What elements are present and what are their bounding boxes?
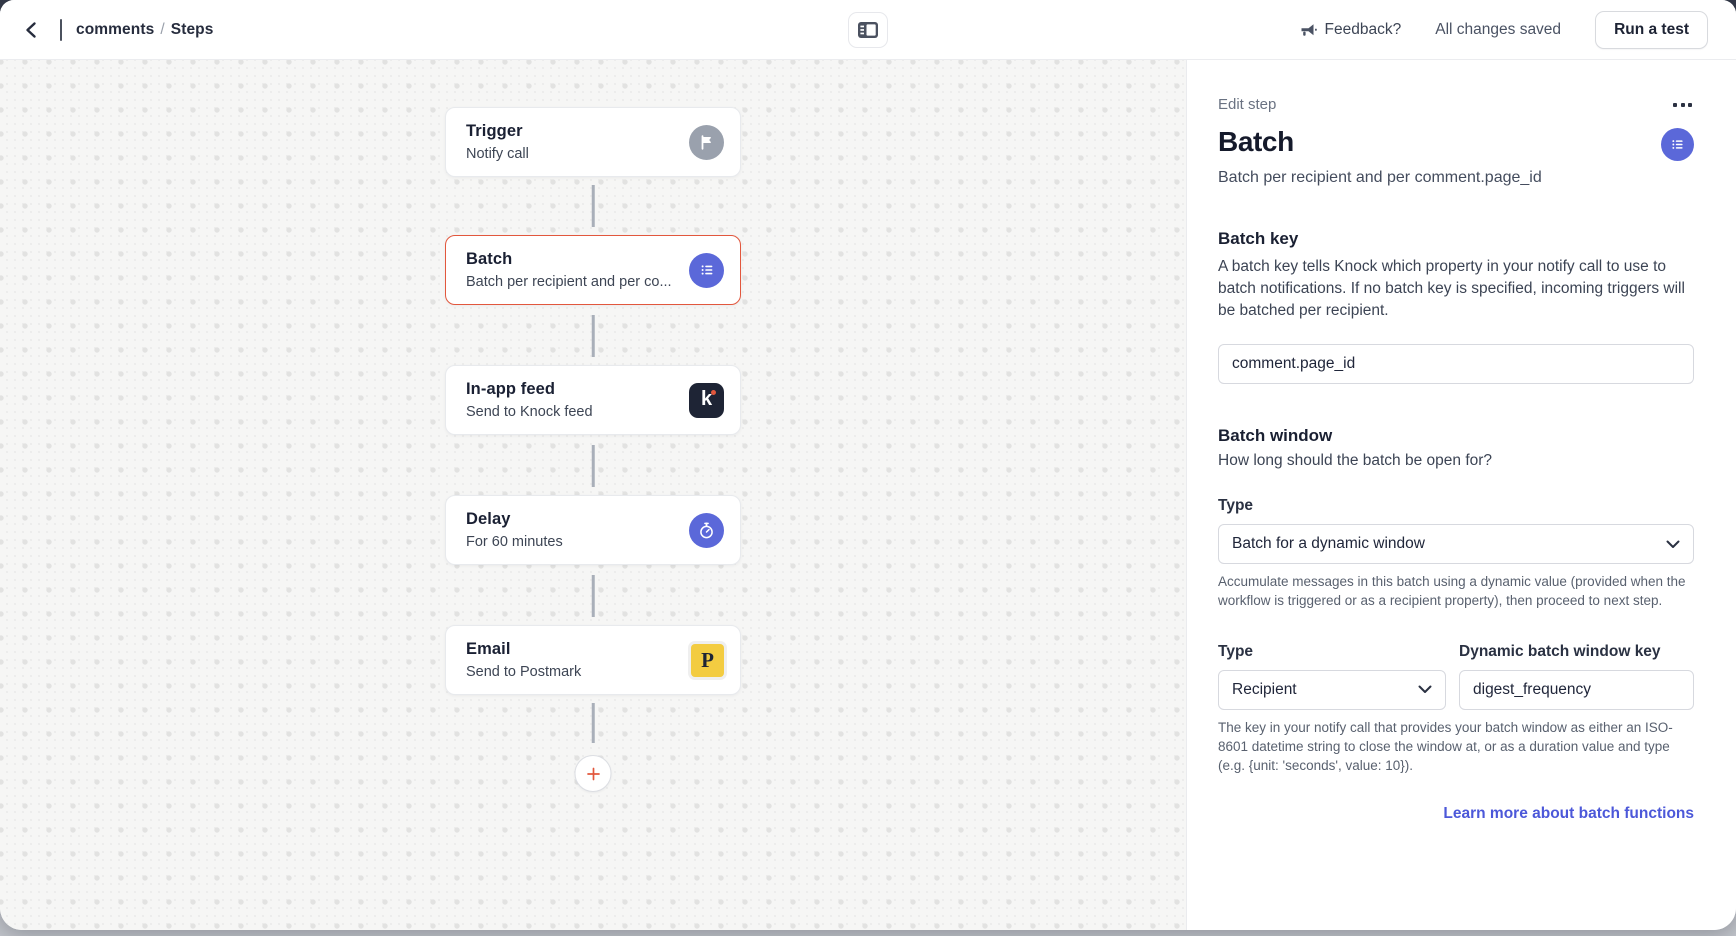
learn-more-link[interactable]: Learn more about batch functions xyxy=(1443,805,1694,823)
main-content: Trigger Notify call Batch Batch per reci… xyxy=(0,60,1736,930)
stopwatch-icon xyxy=(689,512,724,548)
panel-eyebrow: Edit step xyxy=(1218,96,1277,113)
knock-letter: k xyxy=(700,387,713,410)
feedback-link[interactable]: Feedback? xyxy=(1300,20,1402,39)
sidebar-toggle-button[interactable] xyxy=(848,11,888,48)
divider xyxy=(60,18,62,41)
window-type-label: Type xyxy=(1218,497,1254,514)
batch-window-question: How long should the batch be open for? xyxy=(1218,452,1493,469)
step-subtitle: Send to Postmark xyxy=(466,664,582,680)
batch-list-icon xyxy=(689,252,724,288)
batch-list-icon[interactable] xyxy=(1661,128,1694,161)
step-subtitle: Notify call xyxy=(466,146,529,162)
dynamic-window-row: Type Recipient Dynamic batch window key xyxy=(1218,643,1694,710)
more-options-button[interactable] xyxy=(1671,97,1694,113)
window-key-label: Dynamic batch window key xyxy=(1459,642,1661,660)
run-test-button[interactable]: Run a test xyxy=(1595,10,1708,49)
step-connector xyxy=(591,185,595,227)
breadcrumb-page: Steps xyxy=(170,20,214,38)
megaphone-icon xyxy=(1301,23,1317,36)
batch-window-heading: Batch window xyxy=(1218,426,1333,445)
step-text: Email Send to Postmark xyxy=(466,640,691,680)
chevron-down-icon xyxy=(1418,685,1432,694)
step-connector xyxy=(591,445,595,487)
topbar: comments / Steps Fee xyxy=(0,0,1736,60)
panel-subtitle: Batch per recipient and per comment.page… xyxy=(1218,169,1542,186)
postmark-letter: P xyxy=(701,647,714,672)
source-type-select[interactable]: Recipient xyxy=(1218,669,1446,710)
window-key-column: Dynamic batch window key xyxy=(1459,643,1694,710)
chevron-left-icon xyxy=(26,21,36,38)
step-card-batch[interactable]: Batch Batch per recipient and per co... xyxy=(445,235,741,305)
window-type-select[interactable]: Batch for a dynamic window xyxy=(1218,524,1694,564)
knock-dot xyxy=(711,389,716,395)
batch-key-input[interactable] xyxy=(1218,344,1694,384)
breadcrumb-separator: / xyxy=(160,20,165,38)
source-type-value: Recipient xyxy=(1232,680,1297,698)
step-card-email[interactable]: Email Send to Postmark P xyxy=(445,625,741,695)
topbar-left: comments / Steps xyxy=(18,16,213,44)
panel-header: Edit step xyxy=(1218,96,1694,113)
step-text: Delay For 60 minutes xyxy=(466,510,689,550)
plus-icon xyxy=(586,767,600,780)
step-title: Delay xyxy=(466,510,511,528)
step-connector xyxy=(591,703,595,743)
step-card-in-app-feed[interactable]: In-app feed Send to Knock feed k xyxy=(445,365,741,435)
panel-title-row: Batch xyxy=(1218,126,1694,161)
batch-key-description: A batch key tells Knock which property i… xyxy=(1218,258,1685,319)
step-title: Trigger xyxy=(466,122,523,140)
panel-title: Batch xyxy=(1218,126,1294,157)
topbar-right: Feedback? All changes saved Run a test xyxy=(1300,10,1708,49)
step-card-trigger[interactable]: Trigger Notify call xyxy=(445,107,741,177)
source-type-column: Type Recipient xyxy=(1218,643,1446,710)
step-subtitle: For 60 minutes xyxy=(466,534,563,550)
source-type-label: Type xyxy=(1218,642,1254,660)
knock-logo-icon: k xyxy=(689,382,724,418)
batch-key-heading: Batch key xyxy=(1218,229,1299,248)
breadcrumb[interactable]: comments / Steps xyxy=(76,21,213,39)
breadcrumb-workflow[interactable]: comments xyxy=(76,20,155,38)
step-connector xyxy=(591,315,595,357)
window-type-value: Batch for a dynamic window xyxy=(1232,535,1425,552)
step-text: In-app feed Send to Knock feed xyxy=(466,380,689,420)
layout-panel-icon xyxy=(858,21,878,38)
step-subtitle: Send to Knock feed xyxy=(466,404,593,420)
topbar-center xyxy=(848,11,888,48)
window-key-help: The key in your notify call that provide… xyxy=(1218,719,1673,773)
step-title: In-app feed xyxy=(466,380,556,398)
chevron-down-icon xyxy=(1666,540,1680,548)
step-card-delay[interactable]: Delay For 60 minutes xyxy=(445,495,741,565)
step-connector xyxy=(591,575,595,617)
workflow-canvas[interactable]: Trigger Notify call Batch Batch per reci… xyxy=(0,60,1186,930)
step-text: Batch Batch per recipient and per co... xyxy=(466,250,689,290)
add-step-button[interactable] xyxy=(574,755,612,792)
step-title: Email xyxy=(466,640,511,658)
more-options-icon xyxy=(1673,102,1677,107)
step-title: Batch xyxy=(466,250,513,268)
back-button[interactable] xyxy=(18,16,46,44)
flag-icon xyxy=(689,124,724,160)
edit-step-panel: Edit step Batch Batch per recipient and … xyxy=(1186,60,1736,930)
step-subtitle: Batch per recipient and per co... xyxy=(466,274,672,290)
postmark-logo-icon: P xyxy=(691,643,724,677)
window-type-help: Accumulate messages in this batch using … xyxy=(1218,574,1686,608)
learn-more-container: Learn more about batch functions xyxy=(1218,805,1694,823)
save-status: All changes saved xyxy=(1435,20,1562,38)
window-key-input[interactable] xyxy=(1459,669,1694,710)
step-text: Trigger Notify call xyxy=(466,122,689,162)
feedback-label: Feedback? xyxy=(1324,20,1402,38)
